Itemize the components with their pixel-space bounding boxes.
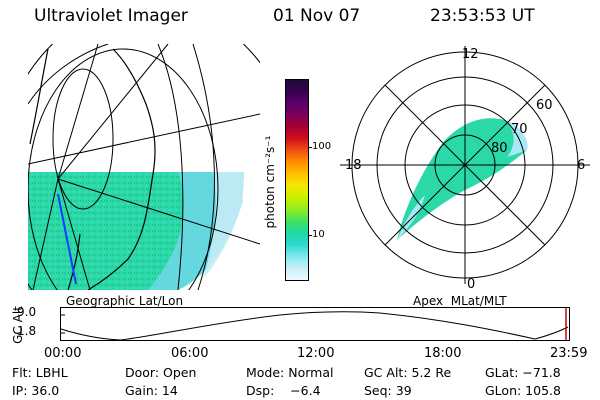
mlt-label-12: 12: [462, 47, 479, 62]
ip-info: IP: 36.0: [12, 383, 60, 398]
seq-info: Seq: 39: [364, 383, 412, 398]
timeline-ytick-min: 1.8: [17, 324, 37, 338]
coastline: [29, 48, 156, 290]
dsp-info: Dsp: −6.4: [246, 383, 321, 398]
timeline-xtick-1200: 12:00: [297, 346, 335, 361]
colorbar: [285, 79, 309, 281]
door-info: Door: Open: [125, 365, 197, 380]
mlt-label-0: 0: [467, 277, 476, 292]
mlat-label-70: 70: [511, 122, 528, 137]
geographic-panel-label: Geographic Lat/Lon: [66, 294, 184, 308]
date-label: 01 Nov 07: [273, 6, 361, 26]
footprint-track: [57, 193, 77, 285]
timeline-xtick-1800: 18:00: [424, 346, 462, 361]
mlt-label-6: 6: [577, 158, 586, 173]
glat-info: GLat: −71.8: [485, 365, 561, 380]
gain-info: Gain: 14: [125, 383, 178, 398]
colorbar-unit-label: photon cm⁻²s⁻¹: [263, 135, 277, 229]
instrument-title: Ultraviolet Imager: [34, 6, 188, 26]
timeline-xtick-0600: 06:00: [171, 346, 209, 361]
timeline-xtick-2359: 23:59: [550, 346, 588, 361]
gc-alt-info: GC Alt: 5.2 Re: [364, 365, 452, 380]
timeline-ytick-max: 9.0: [17, 305, 37, 319]
mlt-label-18: 18: [345, 158, 362, 173]
magnetic-panel-label: Apex MLat/MLT: [413, 294, 507, 308]
mode-info: Mode: Normal: [246, 365, 334, 380]
colorbar-tick-100: 100: [312, 141, 332, 152]
altitude-curve: [60, 311, 569, 341]
geographic-map: [28, 44, 260, 290]
altitude-timeline: [60, 307, 570, 341]
time-label: 23:53:53 UT: [430, 6, 535, 26]
colorbar-tick-10: 10: [312, 229, 325, 240]
mlat-label-60: 60: [536, 98, 553, 113]
glon-info: GLon: 105.8: [485, 383, 561, 398]
magnetic-polar-plot: [340, 46, 590, 284]
timeline-xtick-0000: 00:00: [44, 346, 82, 361]
filter-info: Flt: LBHL: [12, 365, 68, 380]
polar-aurora-region: [397, 118, 528, 240]
mlat-label-80: 80: [491, 141, 508, 156]
